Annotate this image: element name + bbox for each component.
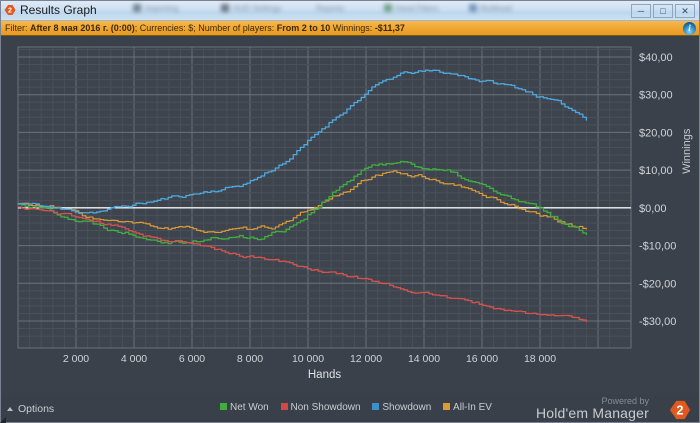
svg-text:2: 2: [8, 7, 12, 14]
svg-text:10 000: 10 000: [292, 353, 324, 365]
svg-text:-$30,00: -$30,00: [639, 316, 676, 328]
svg-text:4 000: 4 000: [121, 353, 147, 365]
svg-text:16 000: 16 000: [466, 353, 498, 365]
svg-text:2: 2: [676, 403, 683, 418]
svg-text:Hands: Hands: [308, 369, 341, 381]
svg-text:14 000: 14 000: [408, 353, 440, 365]
svg-text:6 000: 6 000: [179, 353, 205, 365]
svg-text:12 000: 12 000: [350, 353, 382, 365]
svg-text:18 000: 18 000: [524, 353, 556, 365]
svg-text:-$20,00: -$20,00: [639, 278, 676, 290]
svg-text:$40,00: $40,00: [639, 52, 673, 64]
svg-text:8 000: 8 000: [237, 353, 263, 365]
svg-text:Winnings: Winnings: [681, 128, 693, 174]
svg-text:$0,00: $0,00: [639, 203, 667, 215]
svg-text:2 000: 2 000: [63, 353, 89, 365]
svg-text:$30,00: $30,00: [639, 90, 673, 102]
svg-text:$10,00: $10,00: [639, 165, 673, 177]
svg-text:-$10,00: -$10,00: [639, 241, 676, 253]
svg-text:$20,00: $20,00: [639, 127, 673, 139]
